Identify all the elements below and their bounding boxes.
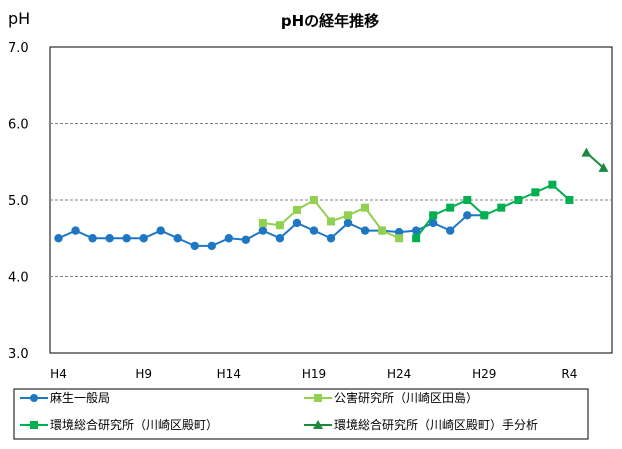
data-point	[190, 241, 199, 251]
data-point	[565, 196, 574, 204]
data-point	[463, 211, 472, 220]
series-3	[581, 147, 609, 172]
series-layer	[54, 147, 609, 251]
data-point	[598, 162, 609, 172]
data-point	[54, 234, 63, 243]
series-2	[412, 180, 574, 243]
data-point	[412, 234, 421, 243]
legend: 麻生一般局 公害研究所（川崎区田島） 環境総合研究所（川崎区殿町） 環境総合研究…	[13, 388, 589, 440]
legend-item-tonomachi-manual: 環境総合研究所（川崎区殿町）手分析	[304, 417, 538, 432]
legend-label-kogai: 公害研究所（川崎区田島）	[334, 390, 478, 405]
x-tick-label: H24	[387, 367, 411, 381]
y-tick-label: 3.0	[8, 347, 29, 362]
legend-item-asao: 麻生一般局	[20, 390, 110, 405]
data-point	[548, 180, 557, 189]
data-point	[156, 226, 165, 235]
data-point	[428, 218, 438, 228]
data-point	[581, 147, 592, 157]
data-point	[411, 226, 421, 235]
data-point	[344, 211, 353, 220]
data-point	[463, 196, 472, 204]
data-point	[105, 234, 114, 243]
series-line	[415, 183, 571, 239]
data-point	[241, 235, 251, 244]
y-tick-label: 7.0	[8, 41, 29, 56]
legend-box	[13, 388, 589, 440]
y-axis-ticks: 3.0 4.0 5.0 6.0 7.0	[8, 41, 29, 362]
data-point	[395, 234, 404, 243]
data-point	[480, 211, 489, 220]
y-axis-label: pH	[8, 9, 30, 28]
data-point	[326, 234, 336, 243]
data-point	[446, 226, 455, 235]
data-point	[224, 234, 234, 243]
data-point	[275, 221, 284, 230]
data-point	[292, 218, 302, 228]
data-point	[446, 203, 455, 212]
data-point	[122, 234, 131, 243]
plot-area	[49, 46, 613, 354]
y-tick-label: 5.0	[8, 194, 29, 209]
x-tick-label: H29	[472, 367, 496, 381]
data-point	[88, 234, 97, 243]
data-point	[258, 218, 267, 227]
data-point	[361, 203, 370, 212]
legend-label-tonomachi-manual: 環境総合研究所（川崎区殿町）手分析	[334, 417, 538, 432]
data-point	[173, 234, 182, 243]
x-axis-ticks: H4 H9 H14 H19 H24 H29 R4	[50, 367, 577, 381]
data-point	[275, 234, 285, 243]
legend-label-tonomachi: 環境総合研究所（川崎区殿町）	[50, 417, 218, 432]
x-tick-label: H4	[50, 367, 67, 381]
data-point	[531, 188, 540, 197]
data-point	[429, 211, 438, 220]
y-tick-label: 4.0	[8, 271, 29, 286]
x-tick-label: H19	[302, 367, 326, 381]
data-point	[514, 196, 523, 204]
data-point	[343, 218, 353, 228]
data-point	[327, 217, 335, 226]
data-point	[378, 226, 387, 235]
data-point	[71, 226, 80, 235]
data-point	[207, 241, 216, 251]
legend-item-tonomachi: 環境総合研究所（川崎区殿町）	[20, 417, 218, 432]
data-point	[497, 203, 506, 212]
x-tick-label: R4	[561, 367, 577, 381]
y-tick-label: 6.0	[8, 118, 29, 133]
data-point	[394, 227, 404, 237]
x-tick-label: H9	[135, 367, 152, 381]
data-point	[292, 205, 301, 214]
data-point	[309, 196, 318, 204]
data-point	[258, 226, 268, 235]
x-tick-label: H14	[217, 367, 241, 381]
legend-item-kogai: 公害研究所（川崎区田島）	[304, 390, 478, 405]
chart-title: pHの経年推移	[281, 12, 379, 30]
data-point	[309, 226, 319, 235]
series-1	[258, 196, 404, 243]
legend-label-asao: 麻生一般局	[50, 390, 110, 405]
data-point	[360, 226, 370, 235]
data-point	[139, 234, 148, 243]
